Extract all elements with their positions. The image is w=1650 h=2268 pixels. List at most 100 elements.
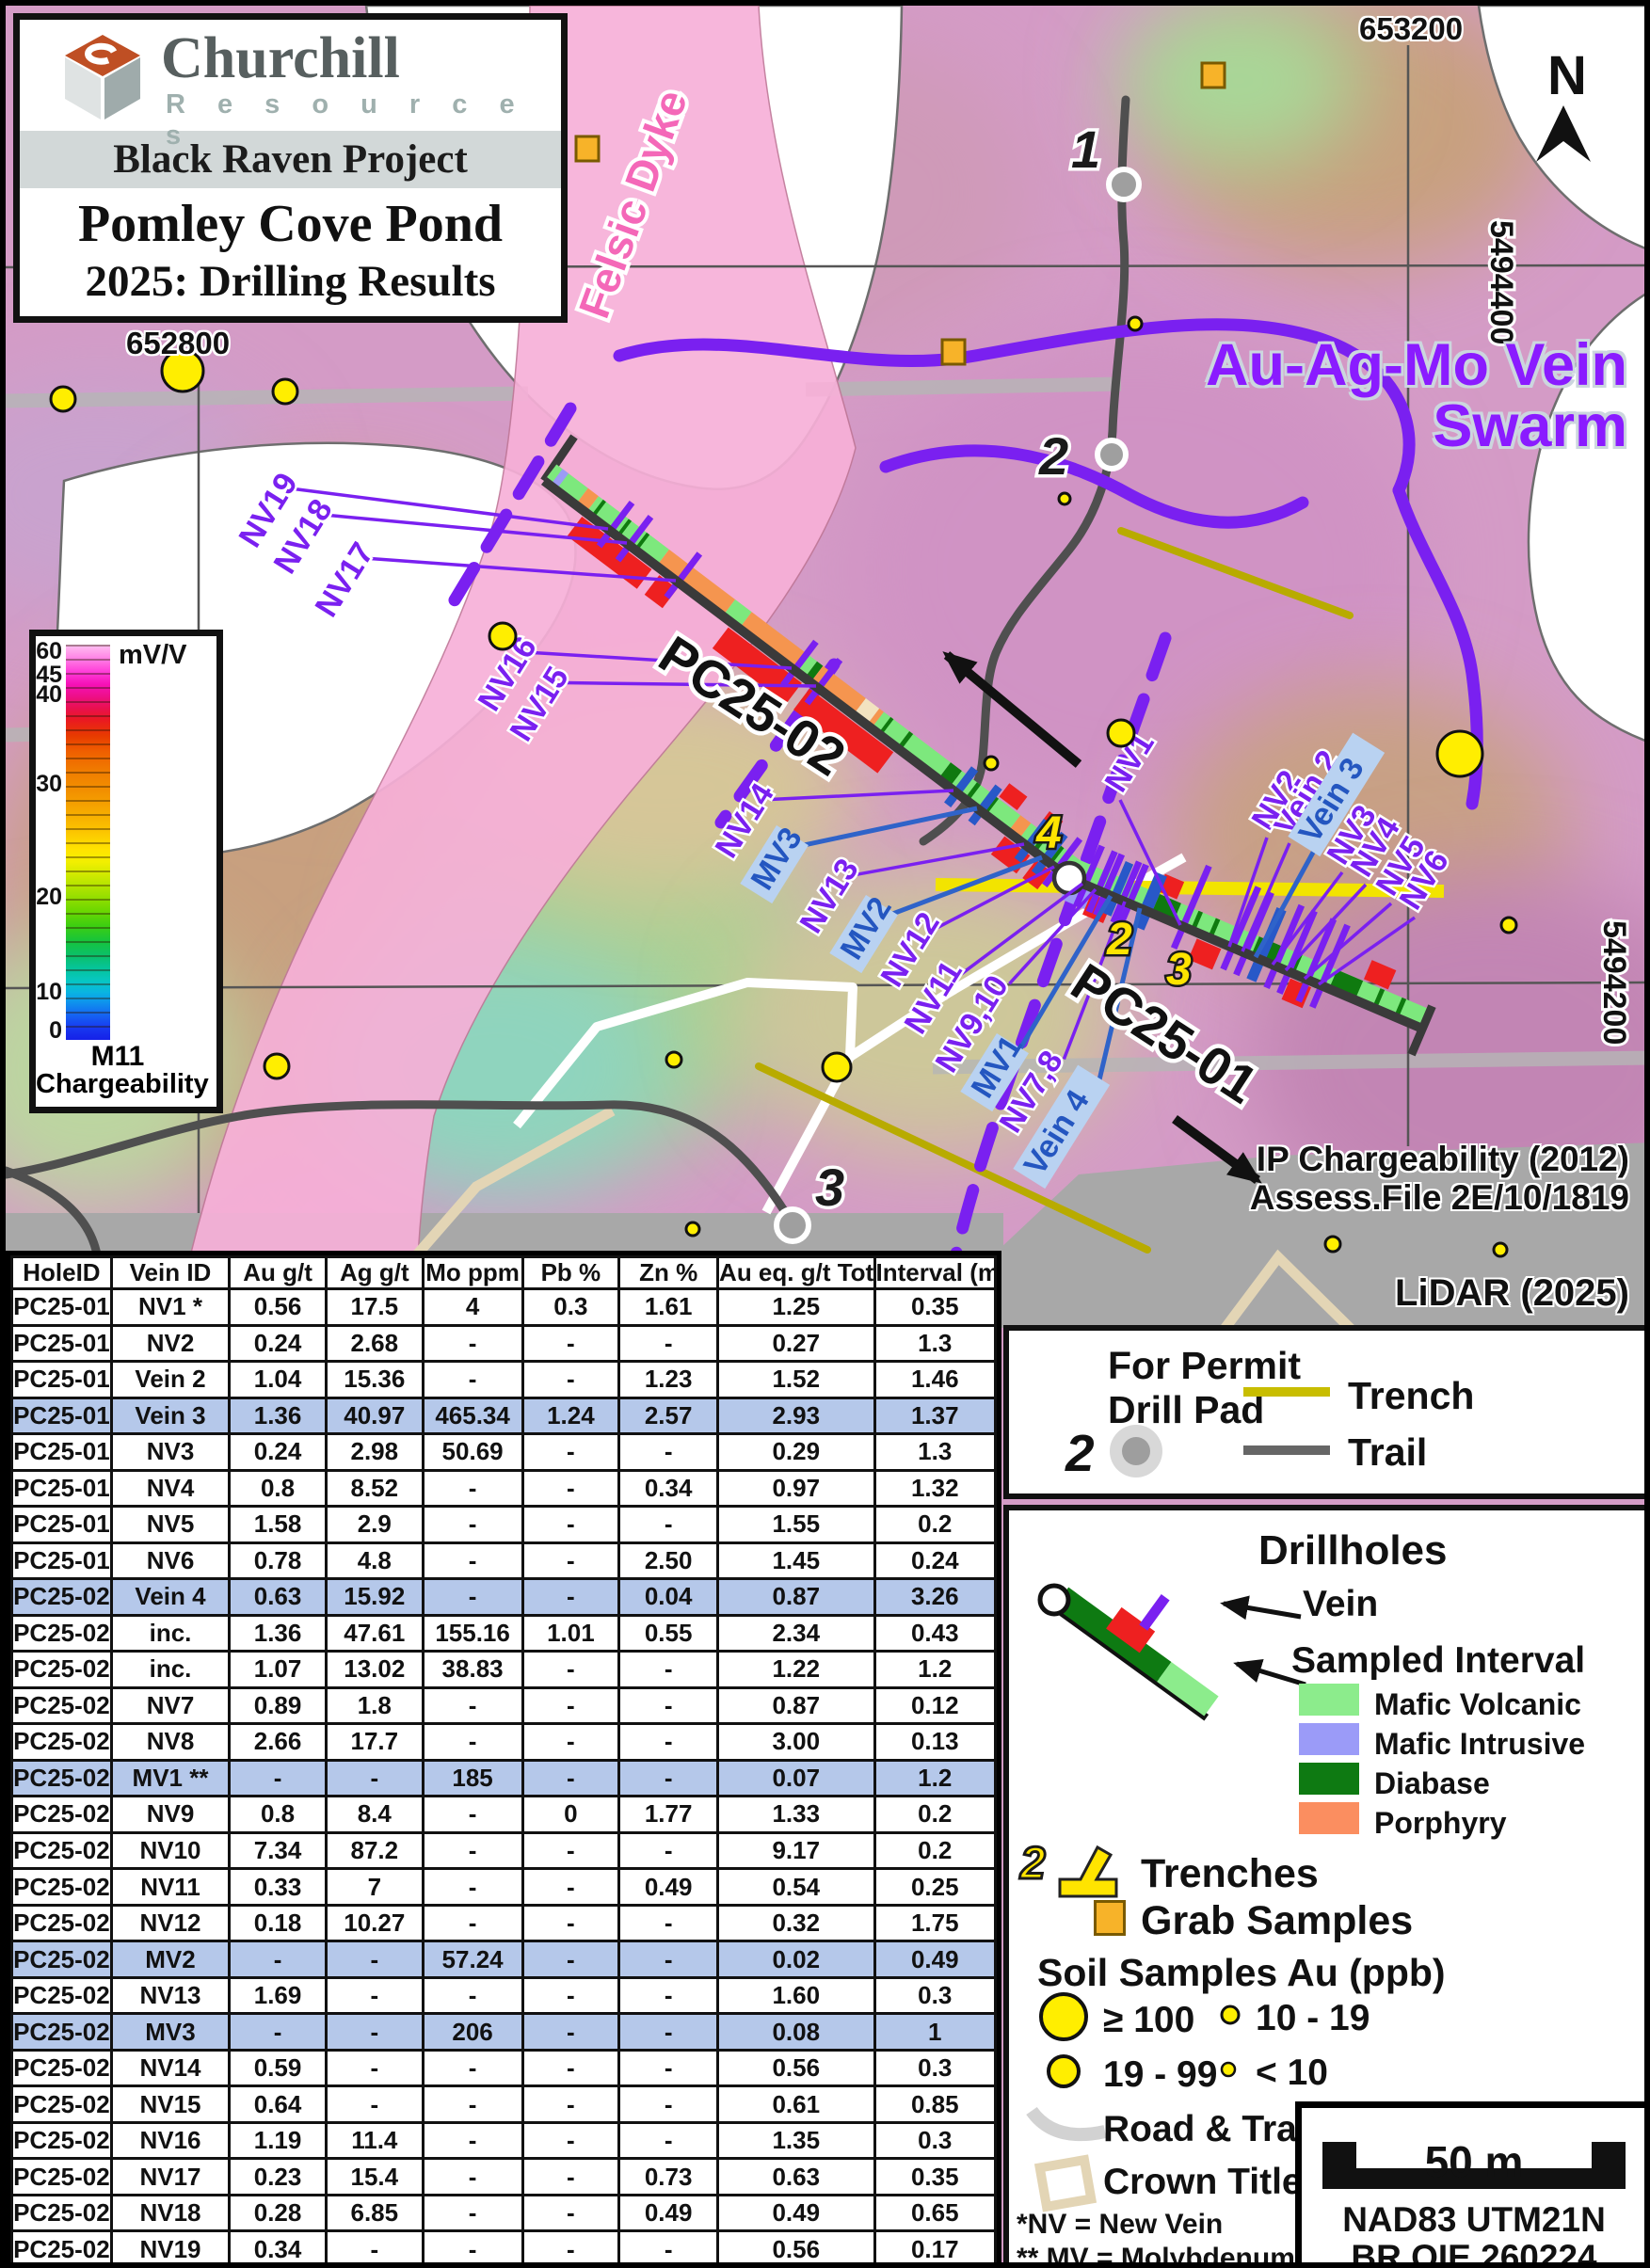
drillhole-trace-pc25-01: [1051, 844, 1436, 1057]
table-cell: -: [421, 1722, 524, 1762]
table-cell: 0.17: [873, 2229, 997, 2262]
table-row: PC25-02 NV12 0.18 10.27- - -0.32 1.75: [10, 1903, 997, 1943]
table-cell: PC25-02: [10, 2157, 113, 2196]
grab-sample-square: [574, 135, 601, 163]
table-cell: Vein 3: [109, 1396, 232, 1436]
table-cell: 0.2: [873, 1795, 997, 1834]
table-cell: NV2: [109, 1323, 232, 1364]
table-cell: -: [421, 2048, 524, 2088]
table-cell: 1.3: [873, 1432, 997, 1472]
table-cell: 185: [421, 1758, 524, 1798]
for-permit-title: For Permit Drill Pad: [1108, 1344, 1302, 1432]
table-row: PC25-02 NV9 0.8 8.4-0 1.77 1.33 0.2: [10, 1795, 997, 1834]
table-cell: 7.34: [228, 1830, 328, 1871]
crown-title-label: Crown Title: [1103, 2162, 1303, 2202]
table-cell: 1.07: [228, 1650, 328, 1689]
vein-label-box: [1013, 1064, 1111, 1190]
litho-label: Diabase: [1374, 1766, 1490, 1800]
litho-label: Porphyry: [1374, 1806, 1507, 1840]
table-cell: -: [228, 1940, 328, 1979]
table-row: PC25-01 NV3 0.24 2.98 50.69- -0.29 1.3: [10, 1432, 997, 1472]
table-cell: -: [324, 1975, 425, 2016]
col-header: Vein ID: [109, 1255, 232, 1290]
trail-label: Trail: [1348, 1430, 1428, 1474]
pad-number-1: 1: [1071, 120, 1100, 179]
table-cell: NV11: [109, 1867, 232, 1907]
table-cell: NV19: [109, 2229, 232, 2262]
table-cell: PC25-01: [10, 1432, 113, 1472]
vein-leader-line: [533, 650, 793, 670]
table-cell: 0.02: [716, 1940, 876, 1979]
table-cell: 1.60: [716, 1975, 876, 2016]
table-cell: 50.69: [421, 1432, 524, 1472]
table-cell: -: [521, 1830, 621, 1871]
table-cell: 8.52: [324, 1468, 425, 1509]
table-cell: 8.4: [324, 1795, 425, 1834]
table-cell: 1.22: [716, 1650, 876, 1689]
grid-label-5494200: 5494200: [1596, 920, 1632, 1045]
trench-number-3: 3: [1166, 945, 1192, 995]
soil-sample-dots: [49, 315, 1518, 1258]
drill-pads: 1 2 3 4 2 3: [774, 117, 1194, 1244]
results-table-body: PC25-01 NV1 * 0.56 17.5 4 0.3 1.61 1.25 0.35 PC25…: [10, 1287, 997, 2262]
table-cell: -: [521, 1432, 621, 1472]
drillhole-trace-pc25-02: [540, 434, 1083, 890]
table-cell: -: [617, 1685, 720, 1726]
churchill-logo-icon: [65, 35, 140, 120]
table-cell: 0.97: [716, 1468, 876, 1509]
table-cell: 17.5: [324, 1287, 425, 1327]
table-cell: 0.87: [716, 1685, 876, 1726]
table-cell: PC25-02: [10, 1867, 113, 1907]
table-cell: -: [617, 1830, 720, 1871]
table-cell: -: [421, 1541, 524, 1581]
table-cell: NV3: [109, 1432, 232, 1472]
table-cell: NV6: [109, 1541, 232, 1581]
reference-label: BR OIE 260224: [1351, 2238, 1597, 2268]
trench-number-4: 4: [1035, 808, 1062, 858]
table-cell: 1.04: [228, 1360, 328, 1399]
table-row: PC25-02 NV10 7.34 87.2- - -9.17 0.2: [10, 1830, 997, 1871]
vein-leader-line: [1241, 842, 1291, 952]
vein-leader-line: [770, 789, 954, 802]
litho-swatch-mafic-intrusive: [1299, 1723, 1359, 1755]
table-cell: 0.2: [873, 1830, 997, 1871]
table-cell: 0.63: [228, 1577, 328, 1617]
map-subtitle: 2025: Drilling Results: [85, 257, 496, 306]
table-cell: 15.4: [324, 2157, 425, 2196]
soil-sample-dot: [684, 1221, 701, 1238]
table-row: PC25-02 NV11 0.33 7- -0.49 0.54 0.25: [10, 1867, 997, 1907]
table-cell: 1.55: [716, 1505, 876, 1544]
soil-sample-dot: [1127, 315, 1144, 332]
charge-tick: 20: [36, 884, 62, 910]
table-cell: NV14: [109, 2048, 232, 2088]
table-cell: -: [421, 1360, 524, 1399]
trench-number-2: 2: [1106, 915, 1132, 965]
north-arrow: N: [1536, 45, 1591, 162]
table-cell: -: [617, 1323, 720, 1364]
soil-sample-dot: [263, 1052, 291, 1080]
table-row: PC25-01 NV1 * 0.56 17.5 4 0.3 1.61 1.25 0.35: [10, 1287, 997, 1327]
table-cell: NV4: [109, 1468, 232, 1509]
vein-leader-line: [294, 487, 609, 531]
table-cell: -: [617, 2229, 720, 2262]
col-header: Au g/t: [228, 1255, 328, 1290]
soil-class-label: 19 - 99: [1103, 2054, 1218, 2095]
table-cell: PC25-02: [10, 2048, 113, 2088]
table-cell: -: [421, 1867, 524, 1907]
soil-sample-dot: [983, 755, 1000, 772]
grab-sample-symbol: [1094, 1900, 1126, 1936]
soil-sample-dot: [160, 348, 205, 393]
table-cell: 0.3: [873, 2120, 997, 2161]
vein-swarm-line1: Au-Ag-Mo Vein: [1206, 332, 1627, 398]
table-cell: 0.27: [716, 1323, 876, 1364]
table-row: PC25-01 NV6 0.78 4.8- -2.50 1.45 0.24: [10, 1541, 997, 1581]
table-cell: -: [324, 2229, 425, 2262]
table-cell: -: [521, 1685, 621, 1726]
road-trail-symbol: [1026, 2106, 1107, 2142]
table-cell: 1.24: [521, 1396, 621, 1436]
table-cell: 2.98: [324, 1432, 425, 1472]
grab-sample-square: [1200, 61, 1226, 89]
table-row: PC25-01 Vein 2 1.04 15.36- -1.23 1.52 1.46: [10, 1360, 997, 1399]
table-cell: NV12: [109, 1903, 232, 1943]
vein-leader-line: [1118, 799, 1182, 926]
